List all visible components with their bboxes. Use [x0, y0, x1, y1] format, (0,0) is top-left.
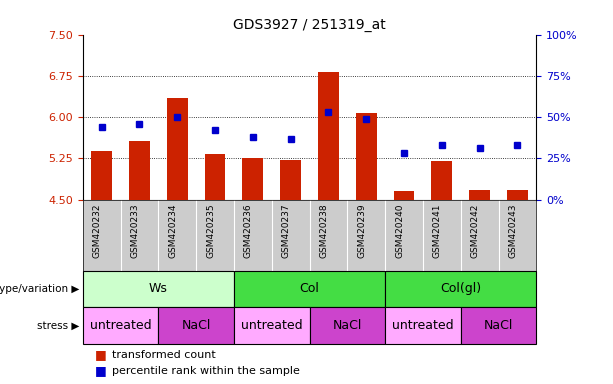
- Bar: [234, 271, 385, 307]
- Bar: [318, 72, 339, 200]
- Text: NaCl: NaCl: [181, 319, 211, 332]
- Bar: [234, 307, 310, 344]
- Text: untreated: untreated: [392, 319, 454, 332]
- Text: NaCl: NaCl: [333, 319, 362, 332]
- Bar: [432, 161, 452, 200]
- Text: transformed count: transformed count: [112, 349, 216, 360]
- Title: GDS3927 / 251319_at: GDS3927 / 251319_at: [233, 18, 386, 32]
- Text: untreated: untreated: [241, 319, 303, 332]
- Bar: [83, 307, 158, 344]
- Bar: [310, 307, 385, 344]
- Text: GSM420237: GSM420237: [281, 203, 291, 258]
- Text: Col(gl): Col(gl): [440, 283, 481, 295]
- Text: ■: ■: [95, 348, 107, 361]
- Text: GSM420233: GSM420233: [131, 203, 139, 258]
- Text: GSM420235: GSM420235: [206, 203, 215, 258]
- Text: Ws: Ws: [149, 283, 168, 295]
- Text: GSM420238: GSM420238: [319, 203, 329, 258]
- Text: GSM420234: GSM420234: [168, 203, 177, 258]
- Text: GSM420232: GSM420232: [93, 203, 102, 258]
- Text: GSM420236: GSM420236: [244, 203, 253, 258]
- Bar: [470, 190, 490, 200]
- Bar: [507, 190, 528, 200]
- Text: ■: ■: [95, 364, 107, 377]
- Bar: [83, 271, 234, 307]
- Text: percentile rank within the sample: percentile rank within the sample: [112, 366, 300, 376]
- Bar: [280, 160, 301, 200]
- Text: untreated: untreated: [89, 319, 151, 332]
- Text: stress ▶: stress ▶: [37, 320, 80, 331]
- Bar: [461, 307, 536, 344]
- Text: NaCl: NaCl: [484, 319, 513, 332]
- Bar: [167, 98, 188, 200]
- Bar: [385, 307, 461, 344]
- Bar: [356, 113, 376, 200]
- Bar: [243, 159, 263, 200]
- Bar: [205, 154, 226, 200]
- Text: genotype/variation ▶: genotype/variation ▶: [0, 284, 80, 294]
- Bar: [91, 151, 112, 200]
- Bar: [158, 307, 234, 344]
- Bar: [385, 271, 536, 307]
- Text: GSM420243: GSM420243: [508, 203, 517, 258]
- Text: GSM420239: GSM420239: [357, 203, 366, 258]
- Text: GSM420242: GSM420242: [471, 203, 480, 258]
- Text: Col: Col: [300, 283, 319, 295]
- Text: GSM420240: GSM420240: [395, 203, 404, 258]
- Bar: [394, 192, 414, 200]
- Bar: [129, 141, 150, 200]
- Text: GSM420241: GSM420241: [433, 203, 442, 258]
